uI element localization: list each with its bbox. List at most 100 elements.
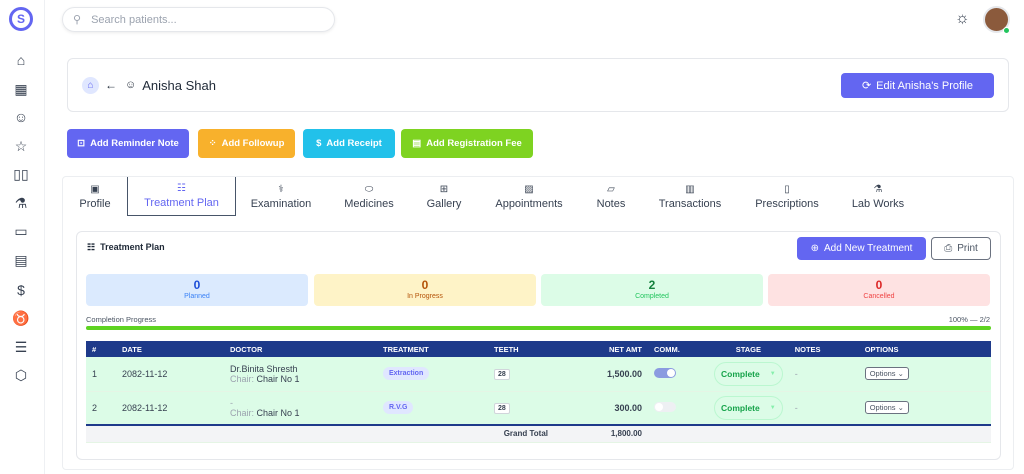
edit-profile-label: Edit Anisha's Profile xyxy=(876,79,974,92)
row-doctor: Dr.Binita Shresth Chair: Chair No 1 xyxy=(224,357,377,392)
progress-bar xyxy=(86,326,991,330)
col-options: OPTIONS xyxy=(858,341,991,357)
print-button[interactable]: ⎙ Print xyxy=(931,237,991,260)
col-teeth: TEETH xyxy=(488,341,568,357)
map-icon: ▥ xyxy=(685,183,695,195)
commission-toggle[interactable] xyxy=(654,401,676,412)
edit-profile-button[interactable]: ⟳ Edit Anisha's Profile xyxy=(841,73,994,98)
stat-value: 2 xyxy=(648,278,656,292)
options-dropdown[interactable]: Options ⌄ xyxy=(864,401,909,415)
tab-label: Profile xyxy=(79,197,111,210)
search-bar[interactable]: ⚲ xyxy=(62,7,335,32)
flask-icon[interactable]: ⚗ xyxy=(14,194,28,211)
stage-value: Complete xyxy=(721,402,760,413)
add-registration-fee-button[interactable]: ▤ Add Registration Fee xyxy=(401,129,533,158)
logo[interactable]: S xyxy=(9,7,33,31)
tab-gallery[interactable]: ⊞ Gallery xyxy=(415,177,473,216)
stat-label: In Progress xyxy=(407,293,443,300)
search-icon: ⚲ xyxy=(73,14,82,26)
patient-name: Anisha Shah xyxy=(142,77,216,93)
tab-profile[interactable]: ▣ Profile xyxy=(63,177,127,216)
pill-icon: ⬭ xyxy=(364,183,374,195)
add-receipt-button[interactable]: $ Add Receipt xyxy=(303,129,395,158)
row-notes: - xyxy=(788,357,859,392)
progress-label: Completion Progress xyxy=(86,315,157,324)
note-icon: ▱ xyxy=(607,183,615,195)
col-treatment: TREATMENT xyxy=(377,341,488,357)
options-label: Options xyxy=(869,369,896,379)
tab-label: Lab Works xyxy=(851,197,905,210)
user-star-icon[interactable]: ☆ xyxy=(14,137,28,154)
tab-transactions[interactable]: ▥ Transactions xyxy=(651,177,729,216)
row-date: 2082-11-12 xyxy=(116,391,224,426)
stat-completed: 2 Completed xyxy=(541,274,763,306)
tooth-icon[interactable]: ♉ xyxy=(12,309,30,326)
tab-examination[interactable]: ⚕ Examination xyxy=(241,177,321,216)
stat-label: Completed xyxy=(635,293,669,300)
row-notes: - xyxy=(788,391,859,426)
label: Add Receipt xyxy=(326,138,382,149)
tab-label: Gallery xyxy=(426,197,462,210)
tab-treatment-plan[interactable]: ☷ Treatment Plan xyxy=(127,177,236,216)
treatment-table: # DATE DOCTOR TREATMENT TEETH NET AMT CO… xyxy=(86,341,991,443)
chevron-down-icon: ⌄ xyxy=(897,369,904,379)
home-icon[interactable]: ⌂ xyxy=(16,52,26,68)
stat-cancelled: 0 Cancelled xyxy=(768,274,990,306)
stage-value: Complete xyxy=(721,368,760,379)
col-doctor: DOCTOR xyxy=(224,341,377,357)
label: Add New Treatment xyxy=(824,243,913,254)
wallet-icon[interactable]: ▭ xyxy=(14,222,28,239)
printer-icon: ⎙ xyxy=(944,243,953,254)
doctor-name: - xyxy=(230,397,233,408)
chevron-down-icon: ⌄ xyxy=(897,403,904,413)
tab-label: Medicines xyxy=(344,197,394,210)
search-input[interactable] xyxy=(91,13,312,26)
user-icon: ☺ xyxy=(125,79,137,91)
col-num: # xyxy=(86,341,116,357)
col-net: NET AMT xyxy=(568,341,648,357)
tab-prescriptions[interactable]: ▯ Prescriptions xyxy=(749,177,825,216)
add-reminder-note-button[interactable]: ⊡ Add Reminder Note xyxy=(67,129,189,158)
dollar-icon[interactable]: $ xyxy=(17,282,25,298)
avatar[interactable] xyxy=(983,6,1010,33)
grand-total-label: Grand Total xyxy=(86,424,568,443)
chair-label: Chair: xyxy=(230,373,255,384)
tab-label: Prescriptions xyxy=(755,197,819,210)
back-arrow-icon[interactable]: ← xyxy=(105,78,117,92)
plus-circle-icon: ⊕ xyxy=(810,243,819,254)
tab-lab-works[interactable]: ⚗ Lab Works xyxy=(845,177,911,216)
book-icon[interactable]: ▯▯ xyxy=(13,165,29,182)
grand-total-value: 1,800.00 xyxy=(568,424,648,443)
col-comm: COMM. xyxy=(648,341,708,357)
stage-select[interactable]: Complete ▼ xyxy=(714,361,783,386)
stat-planned: 0 Planned xyxy=(86,274,308,306)
commission-toggle[interactable] xyxy=(654,367,676,378)
stat-label: Planned xyxy=(184,293,210,300)
grid-icon: ⁘ xyxy=(208,138,217,149)
settings-icon[interactable]: ⬡ xyxy=(14,366,28,383)
stat-in-progress: 0 In Progress xyxy=(314,274,536,306)
add-followup-button[interactable]: ⁘ Add Followup xyxy=(198,129,295,158)
options-dropdown[interactable]: Options ⌄ xyxy=(864,367,909,381)
tabs-panel: ▣ Profile ☷ Treatment Plan ⚕ Examination ⬭ M… xyxy=(62,176,1014,470)
home-icon[interactable]: ⌂ xyxy=(82,76,99,94)
stat-value: 0 xyxy=(421,278,429,292)
user-icon[interactable]: ☺ xyxy=(13,109,29,125)
theme-toggle-sun-icon[interactable]: ☼ xyxy=(955,10,970,27)
report-icon[interactable]: ▤ xyxy=(14,251,28,268)
progress-text: 100% — 2/2 xyxy=(948,315,990,324)
chair-label: Chair: xyxy=(230,407,255,418)
treatment-plan-card xyxy=(76,231,1001,460)
tab-appointments[interactable]: ▨ Appointments xyxy=(487,177,571,216)
tab-notes[interactable]: ▱ Notes xyxy=(588,177,634,216)
tab-medicines[interactable]: ⬭ Medicines xyxy=(333,177,405,216)
add-new-treatment-button[interactable]: ⊕ Add New Treatment xyxy=(797,237,926,260)
image-icon: ▨ xyxy=(524,183,534,195)
stage-select[interactable]: Complete ▼ xyxy=(714,395,783,420)
tooth-badge: 28 xyxy=(494,402,510,414)
calendar-icon[interactable]: ▦ xyxy=(14,80,28,97)
sliders-icon[interactable]: ☰ xyxy=(14,338,28,355)
tab-label: Appointments xyxy=(495,197,563,210)
row-doctor: - Chair: Chair No 1 xyxy=(224,391,377,426)
sidebar: S ⌂ ▦ ☺ ☆ ▯▯ ⚗ ▭ ▤ $ ♉ ☰ ⬡ xyxy=(0,0,45,474)
